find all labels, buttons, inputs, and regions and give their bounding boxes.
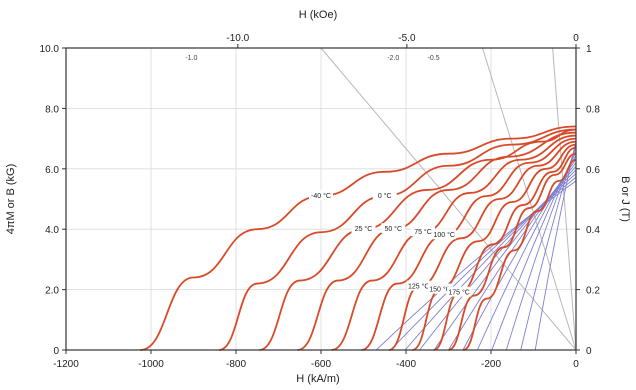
x-tick-label: -600	[311, 359, 331, 370]
curve-label-bg	[428, 283, 452, 294]
intrinsic-curve	[412, 143, 577, 351]
curve-label-bg	[372, 189, 397, 200]
y-tick-label: 4.0	[45, 225, 59, 236]
x-tick-label: -1200	[53, 359, 79, 370]
y-tick-label: 10.0	[40, 44, 60, 55]
curve-label-bg	[411, 226, 435, 237]
load-line	[552, 47, 577, 351]
curve-label-bg	[406, 280, 431, 291]
curve-label: 25 °C	[355, 225, 373, 233]
intrinsic-curve	[361, 137, 577, 351]
x-tick-label: -400	[396, 359, 416, 370]
curve-label: 175 °C	[448, 289, 469, 297]
top-tick-label: -5.0	[398, 33, 416, 44]
load-line	[320, 47, 577, 351]
y-tick-label: 0	[53, 346, 59, 357]
intrinsic-curve	[331, 134, 577, 351]
curve-label: 150 °C	[429, 286, 450, 294]
x-tick-label: -800	[226, 359, 246, 370]
curve-label: -40 °C	[311, 192, 331, 200]
intrinsic-curve	[259, 128, 577, 351]
curve-label: 100 °C	[434, 231, 455, 239]
right-tick-label: 1	[586, 44, 592, 55]
normal-curve	[390, 176, 577, 351]
x-axis-title: H (kA/m)	[296, 373, 339, 385]
right-tick-label: 0.2	[586, 286, 600, 297]
curve-label: 125 °C	[408, 283, 429, 291]
curve-label-bg	[381, 223, 406, 234]
y-tick-label: 2.0	[45, 286, 59, 297]
intrinsic-curve	[297, 131, 577, 351]
curve-label: 50 °C	[384, 225, 402, 233]
intrinsic-curve	[140, 125, 577, 351]
load-line-label: -2.0	[387, 55, 399, 62]
curve-label-bg	[432, 229, 457, 240]
y-tick-label: 6.0	[45, 165, 59, 176]
load-lines: -1.0 -2.0 -0.5	[185, 47, 577, 351]
y-tick-label: 8.0	[45, 104, 59, 115]
load-line	[482, 47, 577, 351]
axis-ticks: -1200 -1000 -800 -600 -400 -200 002.04.06.08.0…	[40, 33, 601, 370]
y-axis-title: 4πM or B (kG)	[5, 164, 17, 235]
right-tick-label: 0.4	[586, 225, 600, 236]
intrinsic-curve	[463, 158, 577, 351]
x-tick-label: 0	[573, 359, 579, 370]
x-tick-label: -1000	[138, 359, 164, 370]
normal-curve	[419, 169, 577, 351]
curve-label-bg	[351, 223, 376, 234]
curve-label-bg	[309, 189, 333, 200]
load-line-label: -0.5	[428, 55, 440, 62]
right-tick-label: 0.6	[586, 165, 600, 176]
top-tick-label: -10.0	[226, 33, 249, 44]
intrinsic-curve	[433, 146, 577, 351]
right-tick-label: 0	[586, 346, 592, 357]
x-tick-label: -200	[481, 359, 501, 370]
top-axis-title: H (kOe)	[299, 9, 338, 21]
load-line-label: -1.0	[185, 55, 197, 62]
intrinsic-curve	[388, 140, 577, 351]
right-axis-title: B or J (T)	[619, 176, 631, 222]
curve-label: 0 °C	[378, 192, 392, 200]
curve-label-bg	[447, 286, 472, 297]
intrinsic-curve	[448, 152, 577, 351]
right-tick-label: 0.8	[586, 104, 600, 115]
normal-curve	[404, 173, 577, 351]
curve-label: 75 °C	[414, 228, 432, 236]
curve-labels: -40 °C 0 °C 25 °C 50 °C 75 °C 100 °C 125 °C 150…	[309, 189, 472, 297]
top-tick-label: 0	[573, 33, 579, 44]
